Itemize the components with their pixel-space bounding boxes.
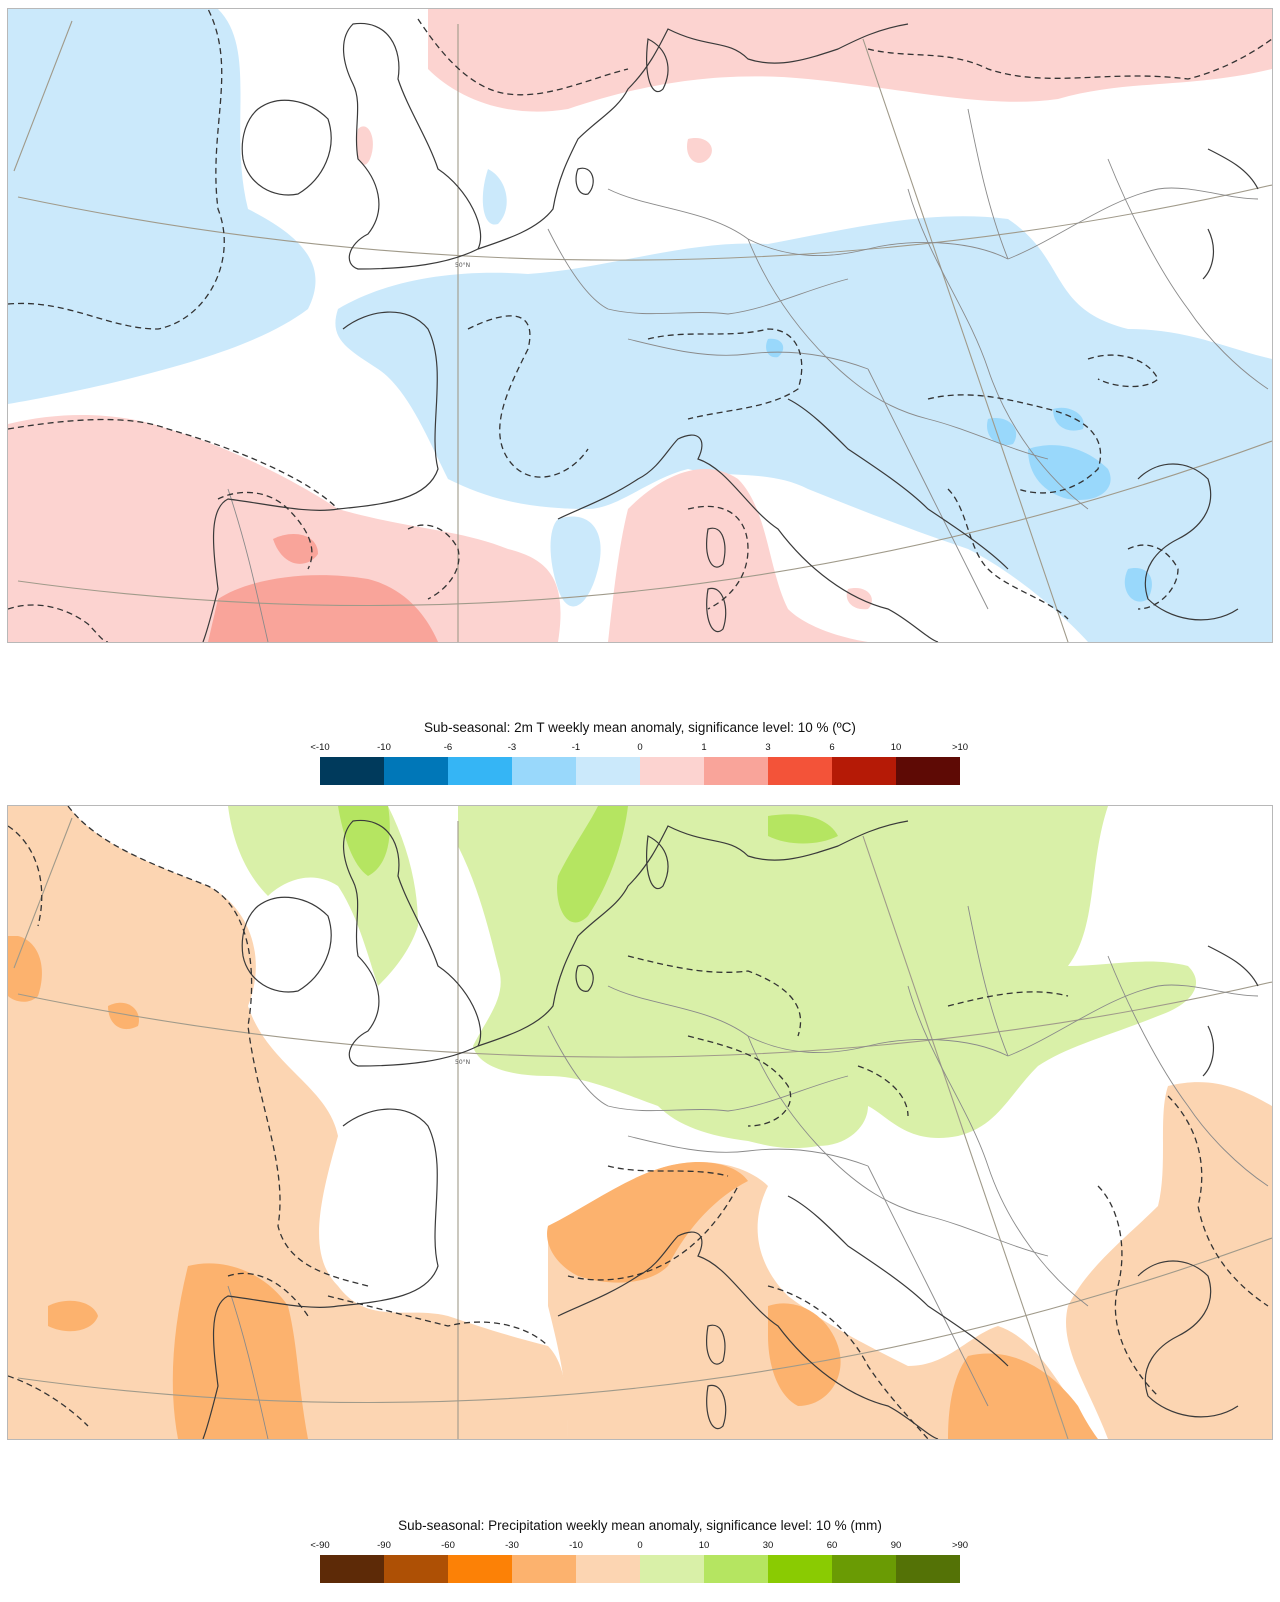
temperature-legend-colorbar: [320, 757, 960, 785]
precipitation-legend-swatch: [832, 1555, 896, 1583]
precipitation-legend-swatch: [384, 1555, 448, 1583]
precipitation-legend-swatch: [576, 1555, 640, 1583]
temperature-legend-tick: -10: [377, 742, 391, 753]
precipitation-anomaly-map: 50°N: [7, 805, 1273, 1440]
precipitation-legend-tick: 60: [826, 1540, 838, 1551]
temperature-legend-title: Sub-seasonal: 2m T weekly mean anomaly, …: [424, 720, 856, 735]
temperature-legend-swatch: [576, 757, 640, 785]
temperature-legend-swatch: [640, 757, 704, 785]
temperature-map-graphic: 50°N: [8, 9, 1272, 642]
precipitation-legend-tick: 90: [890, 1540, 902, 1551]
temperature-legend-swatch: [768, 757, 832, 785]
temperature-legend-swatch: [512, 757, 576, 785]
temperature-legend-tick: -1: [571, 742, 581, 753]
temperature-significance-contours: [8, 9, 1272, 642]
precipitation-significance-contours: [8, 806, 1269, 1439]
precipitation-legend-tick: 0: [637, 1540, 643, 1551]
temperature-legend-tick: >10: [951, 742, 969, 753]
precipitation-legend-swatch: [768, 1555, 832, 1583]
precipitation-legend-tick: >90: [951, 1540, 969, 1551]
precipitation-50n-label: 50°N: [455, 1059, 470, 1066]
temperature-legend-tick: 3: [765, 742, 771, 753]
temperature-legend-swatch: [896, 757, 960, 785]
temperature-legend-swatch: [320, 757, 384, 785]
precipitation-legend-swatch: [320, 1555, 384, 1583]
precipitation-legend-tick: -10: [569, 1540, 583, 1551]
precipitation-legend-colorbar: [320, 1555, 960, 1583]
temperature-map-coastlines: [202, 22, 1259, 642]
precipitation-legend-tick: -90: [377, 1540, 391, 1551]
temperature-legend-tick: 1: [701, 742, 707, 753]
precipitation-legend-tick: 30: [762, 1540, 774, 1551]
precipitation-legend-title: Sub-seasonal: Precipitation weekly mean …: [398, 1518, 882, 1533]
precipitation-legend-swatch: [640, 1555, 704, 1583]
temperature-map-gridlines: 50°N: [13, 20, 1272, 642]
precipitation-legend-swatch: [448, 1555, 512, 1583]
precipitation-map-graphic: 50°N: [8, 806, 1272, 1439]
temperature-legend-tick: 10: [890, 742, 902, 753]
precipitation-legend-swatch: [704, 1555, 768, 1583]
precipitation-legend-tick: <-90: [310, 1540, 330, 1551]
temperature-legend-tick: 0: [637, 742, 643, 753]
precipitation-legend-ticks: <-90 -90 -60 -30 -10 0 10 30 60 90 >90: [0, 1540, 1280, 1554]
precipitation-legend-swatch: [896, 1555, 960, 1583]
temperature-legend-swatch: [704, 757, 768, 785]
temperature-legend-tick: <-10: [310, 742, 330, 753]
precipitation-map-coastlines: [202, 819, 1259, 1439]
precipitation-legend-tick: -30: [505, 1540, 519, 1551]
temperature-anomaly-fills: [8, 9, 1272, 642]
temperature-legend-tick: 6: [829, 742, 835, 753]
temperature-legend-swatch: [448, 757, 512, 785]
precipitation-legend-swatch: [512, 1555, 576, 1583]
temperature-map-borders: [227, 108, 1269, 642]
temperature-legend-swatch: [832, 757, 896, 785]
precipitation-map-borders: [227, 905, 1269, 1439]
precipitation-anomaly-fills: [8, 806, 1272, 1439]
temperature-anomaly-map: 50°N: [7, 8, 1273, 643]
precipitation-map-gridlines: 50°N: [13, 817, 1272, 1439]
precipitation-legend-tick: -60: [441, 1540, 455, 1551]
temperature-50n-label: 50°N: [455, 262, 470, 269]
precipitation-legend-tick: 10: [698, 1540, 710, 1551]
temperature-legend-tick: -6: [443, 742, 453, 753]
temperature-legend-tick: -3: [507, 742, 517, 753]
temperature-legend-ticks: <-10 -10 -6 -3 -1 0 1 3 6 10 >10: [0, 742, 1280, 756]
temperature-legend-swatch: [384, 757, 448, 785]
